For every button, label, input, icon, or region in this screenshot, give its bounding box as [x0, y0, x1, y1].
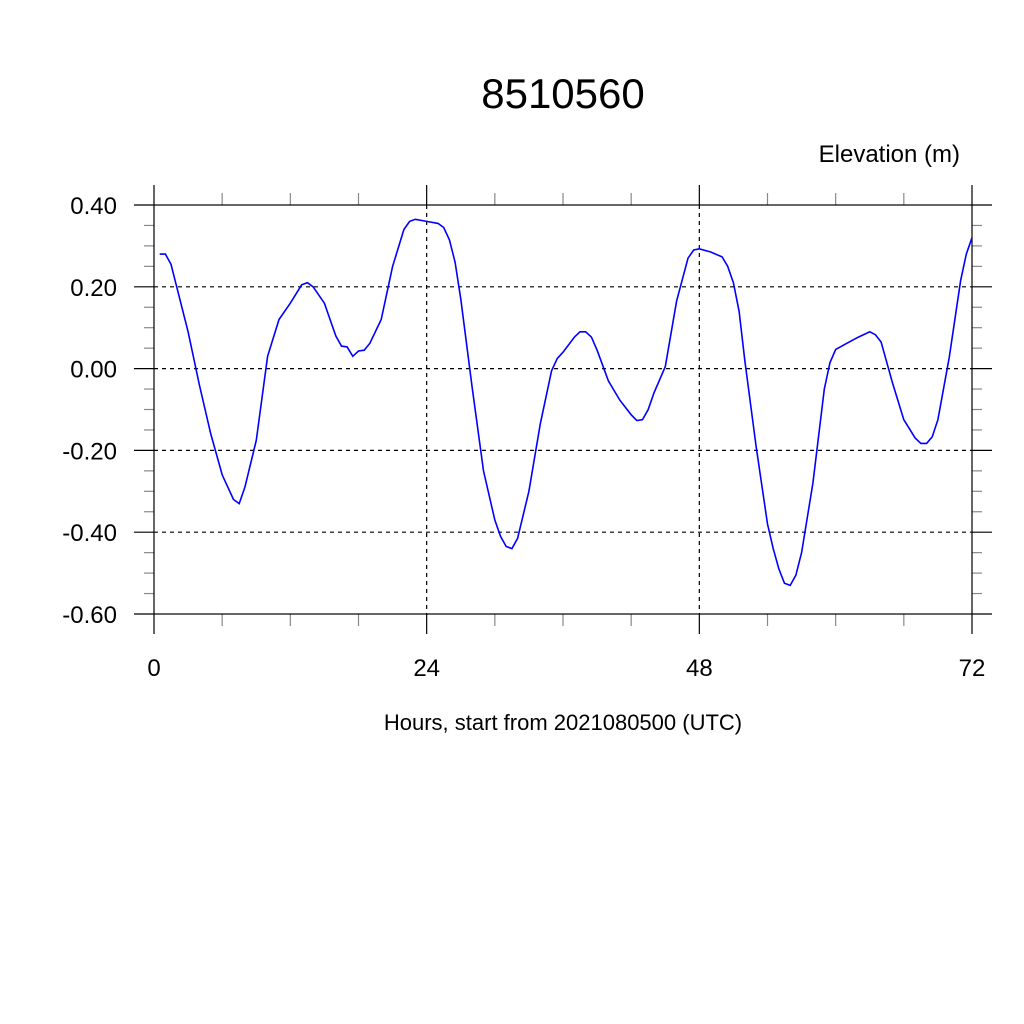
x-tick-label: 24: [413, 655, 440, 682]
y-tick-label: -0.40: [62, 520, 117, 547]
y-tick-label: 0.20: [70, 275, 117, 302]
grid: [154, 205, 972, 614]
y-tick-label: 0.40: [70, 193, 117, 220]
series-line: [159, 218, 973, 587]
tick-labels: 0 24 48 72 0.40 0.20 0.00 -0.20 -0.40 -0.60: [62, 193, 985, 682]
y-tick-label: -0.60: [62, 602, 117, 629]
x-tick-label: 72: [959, 655, 986, 682]
plot-frame: [153, 204, 973, 615]
chart-title: 8510560: [481, 70, 645, 117]
y-axis-label: Elevation (m): [819, 141, 960, 168]
y-tick-label: -0.20: [62, 438, 117, 465]
x-axis-label: Hours, start from 2021080500 (UTC): [384, 710, 742, 735]
x-tick-label: 0: [147, 655, 160, 682]
x-tick-label: 48: [686, 655, 713, 682]
ticks: [134, 185, 992, 634]
y-tick-label: 0.00: [70, 357, 117, 384]
